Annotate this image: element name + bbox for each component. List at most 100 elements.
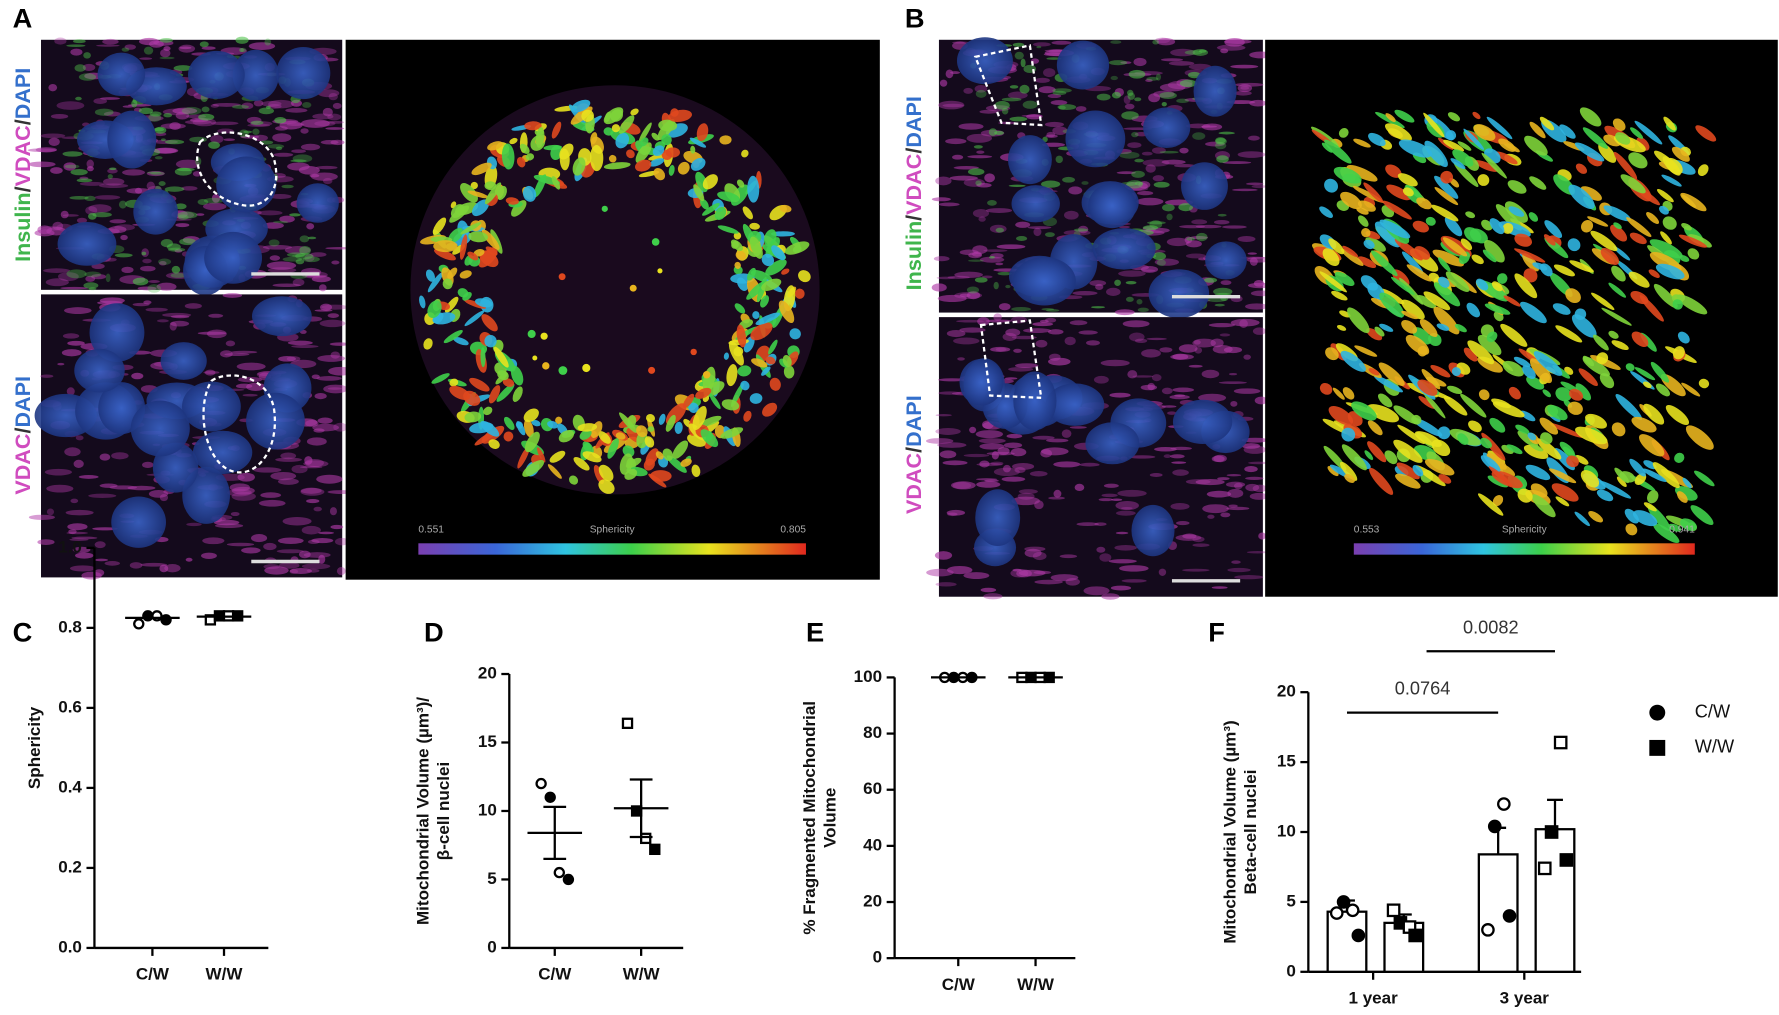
vdac-signal: [270, 471, 297, 481]
vdac-signal: [925, 438, 954, 444]
vdac-signal: [1014, 467, 1026, 474]
mito-blob: [1340, 248, 1364, 266]
stain-name: Insulin: [10, 192, 35, 262]
vdac-signal: [60, 210, 69, 219]
insulin-signal: [141, 251, 147, 256]
mito-blob: [1555, 325, 1583, 343]
mito-blob: [1466, 302, 1481, 318]
mito-blob: [1681, 222, 1692, 231]
vdac-signal: [1207, 514, 1215, 519]
vdac-signal: [935, 414, 952, 417]
mito-blob: [627, 414, 637, 428]
mito-blob: [473, 248, 485, 257]
point: [1544, 825, 1559, 839]
vdac-signal: [300, 143, 321, 151]
vdac-signal: [959, 249, 979, 256]
vdac-signal: [979, 460, 990, 468]
vdac-signal: [957, 357, 965, 361]
mito-blob: [1451, 367, 1461, 377]
mito-blob: [531, 419, 541, 427]
insulin-signal: [1058, 105, 1066, 110]
mito-blob: [1331, 290, 1348, 301]
vdac-signal: [242, 393, 258, 397]
vdac-signal: [1024, 548, 1042, 558]
mito-blob: [714, 206, 727, 220]
vdac-signal: [937, 378, 966, 382]
vdac-signal: [201, 552, 217, 559]
vdac-signal: [1155, 37, 1170, 44]
vdac-signal: [1220, 48, 1229, 54]
micrograph: [27, 36, 355, 296]
y-axis-label: Mitochondrial Volume (µm³): [1221, 720, 1240, 943]
vdac-signal: [1233, 388, 1261, 394]
mito-blob: [1489, 417, 1506, 433]
vdac-signal: [332, 102, 342, 109]
vdac-signal: [963, 87, 974, 94]
insulin-signal: [1057, 104, 1077, 111]
vdac-signal: [1046, 131, 1056, 138]
mito-dot: [532, 355, 538, 361]
vdac-signal: [160, 123, 186, 129]
mito-blob: [1610, 224, 1628, 242]
mito-blob: [1434, 175, 1459, 199]
vdac-signal: [315, 165, 338, 170]
mito-blob: [449, 205, 470, 223]
mito-blob: [505, 197, 519, 205]
mito-blob: [662, 448, 674, 461]
vdac-signal: [272, 133, 292, 143]
vdac-signal: [320, 303, 333, 311]
vdac-signal: [1111, 498, 1123, 501]
vdac-signal: [1230, 318, 1260, 327]
vdac-signal: [1040, 449, 1053, 458]
insulin-signal: [973, 145, 983, 149]
y-axis-label: Volume: [820, 788, 839, 848]
mito-blob: [1322, 248, 1340, 267]
mito-blob: [1655, 383, 1671, 397]
vdac-signal: [1193, 339, 1201, 345]
vdac-signal: [311, 374, 320, 380]
insulin-signal: [243, 130, 253, 134]
vdac-signal: [330, 524, 344, 530]
mito-blob: [652, 145, 665, 157]
mito-blob: [779, 204, 792, 213]
vdac-signal: [143, 300, 152, 305]
vdac-signal: [1249, 257, 1258, 266]
vdac-signal: [69, 565, 96, 572]
insulin-signal: [975, 180, 982, 186]
vdac-signal: [175, 159, 200, 169]
vdac-signal: [1003, 442, 1023, 449]
mito-blob: [1559, 124, 1576, 139]
vdac-signal: [947, 512, 958, 517]
vdac-signal: [223, 138, 235, 142]
mito-blob: [695, 387, 712, 399]
mito-blob: [619, 453, 633, 475]
vdac-signal: [1175, 534, 1202, 541]
mito-blob: [547, 420, 559, 429]
mito-blob: [1540, 432, 1553, 445]
vdac-signal: [306, 437, 327, 446]
vdac-signal: [306, 223, 315, 230]
nucleus: [204, 231, 263, 284]
mito-blob: [431, 373, 450, 384]
vdac-signal: [1222, 225, 1247, 229]
vdac-signal: [969, 426, 977, 434]
mito-blob: [1338, 128, 1349, 138]
vdac-signal: [1032, 551, 1047, 561]
mito-blob: [1395, 473, 1421, 489]
mito-blob: [607, 438, 619, 459]
p-value: 0.0082: [1463, 617, 1519, 637]
mito-blob: [717, 191, 740, 202]
mito-blob: [1575, 383, 1592, 401]
mito-blob: [693, 184, 705, 202]
x-tick-label: W/W: [623, 965, 661, 984]
mito-blob: [1632, 510, 1658, 527]
mito-dot: [601, 205, 608, 212]
vdac-signal: [1213, 219, 1230, 225]
vdac-signal: [214, 523, 244, 529]
mito-blob: [1364, 450, 1374, 461]
mito-dot: [558, 366, 568, 375]
mito-blob: [1369, 467, 1394, 495]
vdac-signal: [978, 216, 986, 222]
mito-blob: [1582, 355, 1595, 367]
mito-blob: [1517, 488, 1533, 503]
